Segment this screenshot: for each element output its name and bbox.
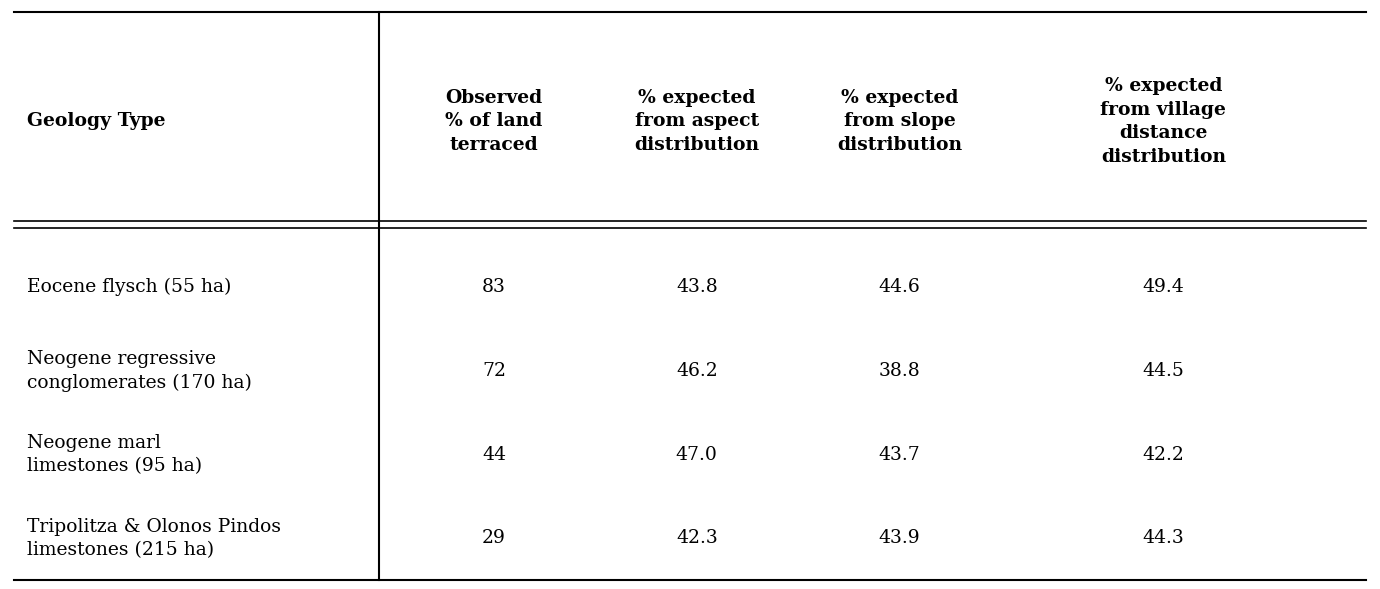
Text: Geology Type: Geology Type <box>28 112 166 130</box>
Text: 44.5: 44.5 <box>1143 362 1184 380</box>
Text: 42.3: 42.3 <box>676 530 718 547</box>
Text: 44.6: 44.6 <box>879 278 920 296</box>
Text: 49.4: 49.4 <box>1143 278 1184 296</box>
Text: 42.2: 42.2 <box>1143 446 1184 464</box>
Text: Tripolitza & Olonos Pindos
limestones (215 ha): Tripolitza & Olonos Pindos limestones (2… <box>28 518 282 559</box>
Text: 44.3: 44.3 <box>1143 530 1184 547</box>
Text: Observed
% of land
terraced: Observed % of land terraced <box>446 89 542 154</box>
Text: 29: 29 <box>482 530 506 547</box>
Text: % expected
from aspect
distribution: % expected from aspect distribution <box>635 89 759 154</box>
Text: 72: 72 <box>482 362 506 380</box>
Text: % expected
from slope
distribution: % expected from slope distribution <box>838 89 962 154</box>
Text: 44: 44 <box>482 446 506 464</box>
Text: 46.2: 46.2 <box>676 362 718 380</box>
Text: 43.8: 43.8 <box>676 278 718 296</box>
Text: % expected
from village
distance
distribution: % expected from village distance distrib… <box>1100 77 1227 166</box>
Text: 38.8: 38.8 <box>879 362 920 380</box>
Text: Neogene regressive
conglomerates (170 ha): Neogene regressive conglomerates (170 ha… <box>28 350 253 392</box>
Text: 83: 83 <box>482 278 506 296</box>
Text: 47.0: 47.0 <box>676 446 718 464</box>
Text: Eocene flysch (55 ha): Eocene flysch (55 ha) <box>28 278 232 296</box>
Text: Neogene marl
limestones (95 ha): Neogene marl limestones (95 ha) <box>28 434 203 475</box>
Text: 43.9: 43.9 <box>879 530 920 547</box>
Text: 43.7: 43.7 <box>879 446 920 464</box>
